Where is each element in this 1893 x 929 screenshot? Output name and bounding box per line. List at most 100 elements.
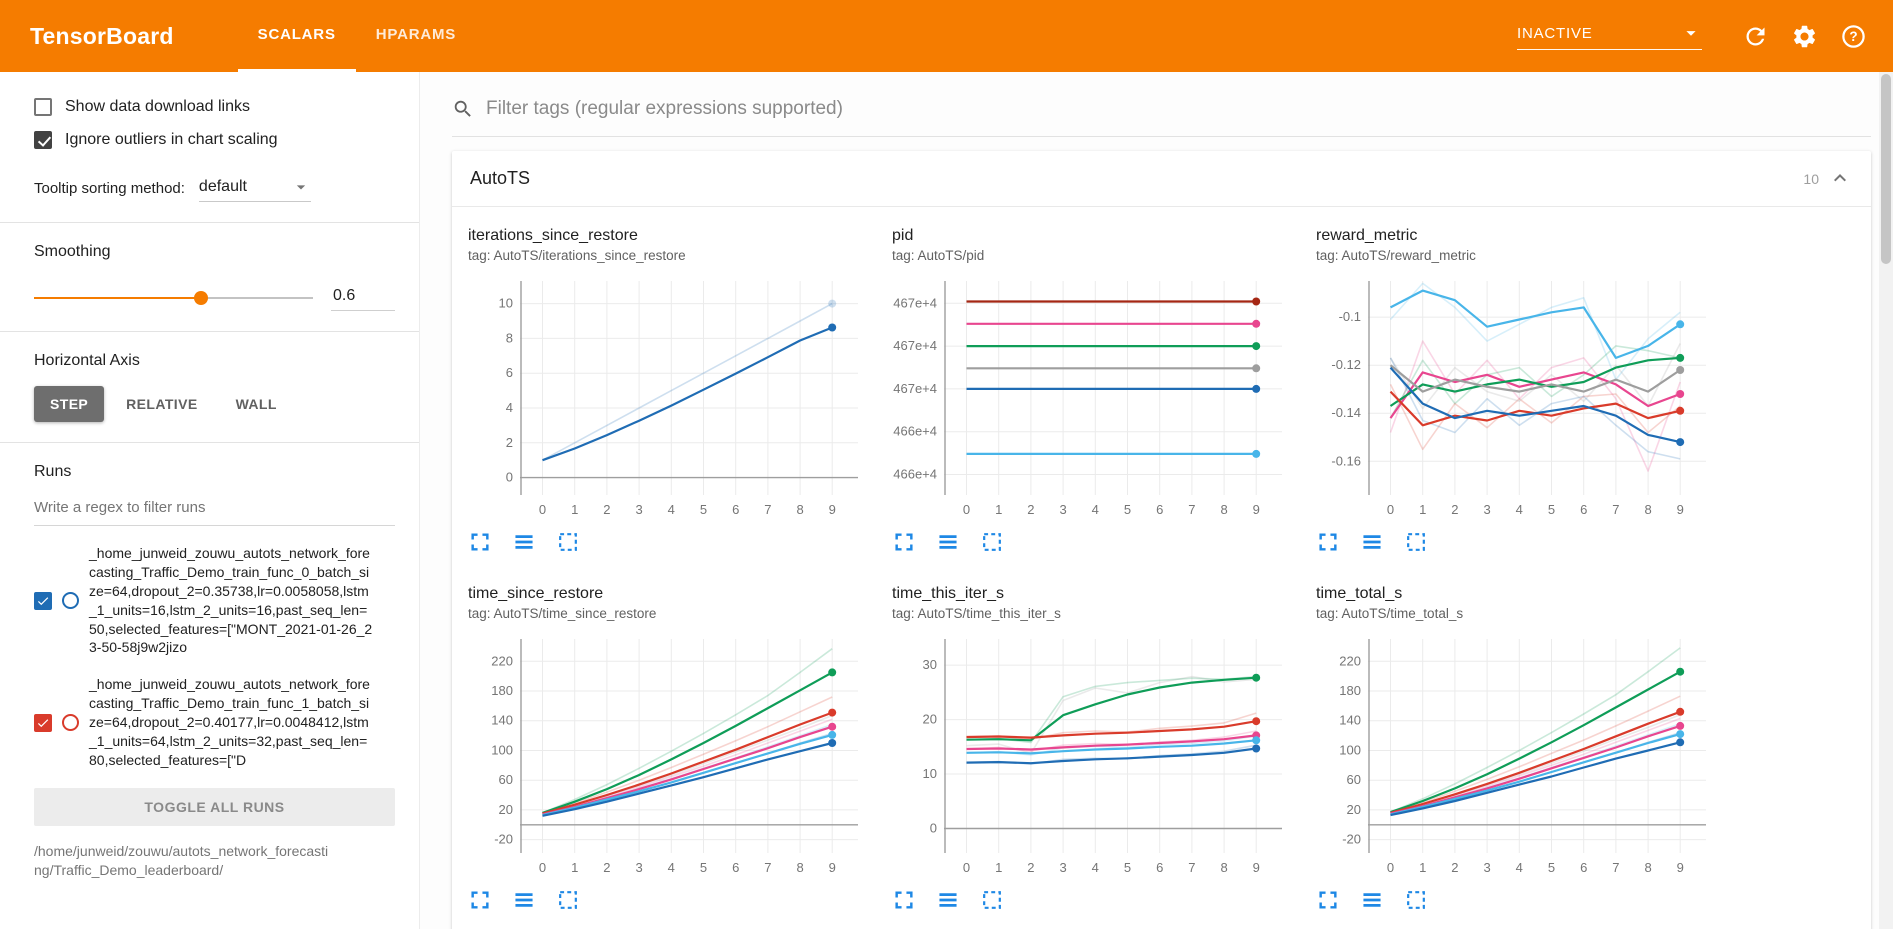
- svg-text:1: 1: [1419, 860, 1426, 875]
- charts-grid: iterations_since_restore tag: AutoTS/ite…: [452, 207, 1871, 929]
- chart-plot[interactable]: 0 1 2 3 4 5 6 7 8 9 -20 20 60 100 140 180 220: [468, 631, 868, 881]
- series-endpoint-dot: [1676, 406, 1685, 415]
- fit-domain-button[interactable]: [556, 531, 580, 555]
- scrollbar-thumb[interactable]: [1881, 74, 1891, 264]
- chart-card-time_since_restore: time_since_restore tag: AutoTS/time_sinc…: [468, 585, 878, 913]
- svg-text:1: 1: [995, 502, 1002, 517]
- collapse-group-button[interactable]: [1827, 166, 1853, 192]
- series-endpoint-dot: [1676, 730, 1685, 739]
- tooltip-sorting-select[interactable]: default: [198, 175, 311, 202]
- show-download-links-checkbox[interactable]: Show data download links: [34, 98, 395, 116]
- series-endpoint-dot: [1252, 717, 1261, 726]
- series-pink-raw: [1389, 340, 1681, 472]
- chart-plot[interactable]: 0 1 2 3 4 5 6 7 8 9 -20 20 60 100 140 180 220: [1316, 631, 1716, 881]
- series-red-raw: [966, 712, 1257, 740]
- chart-actions: [468, 531, 878, 555]
- expand-chart-button[interactable]: [468, 889, 492, 913]
- svg-text:4: 4: [668, 860, 675, 875]
- svg-text:30: 30: [923, 657, 937, 672]
- fullscreen-icon: [1319, 891, 1337, 909]
- svg-text:8: 8: [1220, 860, 1227, 875]
- svg-text:2.466e+4: 2.466e+4: [892, 467, 937, 482]
- svg-text:6: 6: [732, 502, 739, 517]
- expand-chart-button[interactable]: [1316, 889, 1340, 913]
- axis-relative-button[interactable]: RELATIVE: [110, 386, 213, 422]
- svg-text:20: 20: [1347, 802, 1361, 817]
- menu-lines-icon: [1363, 893, 1381, 907]
- smoothing-slider[interactable]: [34, 290, 313, 306]
- tab-hparams[interactable]: HPARAMS: [375, 26, 457, 43]
- expand-chart-button[interactable]: [1316, 531, 1340, 555]
- svg-text:6: 6: [506, 365, 513, 380]
- expand-chart-button[interactable]: [468, 531, 492, 555]
- series-endpoint-dot: [1676, 707, 1685, 716]
- axis-step-button[interactable]: STEP: [34, 386, 105, 422]
- help-button[interactable]: ?: [1840, 23, 1867, 50]
- svg-text:4: 4: [506, 400, 513, 415]
- fit-domain-icon: [559, 891, 577, 909]
- svg-text:4: 4: [1092, 502, 1099, 517]
- svg-text:2: 2: [603, 860, 610, 875]
- svg-text:180: 180: [491, 683, 513, 698]
- refresh-button[interactable]: [1742, 23, 1769, 50]
- svg-text:4: 4: [1092, 860, 1099, 875]
- tag-group-header[interactable]: AutoTS 10: [452, 151, 1871, 207]
- menu-lines-icon: [515, 893, 533, 907]
- ignore-outliers-checkbox[interactable]: Ignore outliers in chart scaling: [34, 131, 395, 149]
- slider-knob[interactable]: [194, 291, 209, 305]
- run-checkbox[interactable]: [34, 591, 52, 610]
- svg-text:6: 6: [1156, 860, 1163, 875]
- series-green: [1390, 670, 1681, 814]
- svg-text:0: 0: [539, 860, 546, 875]
- chart-plot[interactable]: 0 1 2 3 4 5 6 7 8 9 0 10 20 30: [892, 631, 1292, 881]
- series-endpoint-dot: [828, 739, 837, 747]
- data-status-value: INACTIVE: [1517, 24, 1593, 42]
- menu-lines-icon: [1363, 535, 1381, 549]
- runs-filter-input[interactable]: [34, 495, 395, 526]
- vertical-scrollbar[interactable]: [1879, 72, 1893, 929]
- fullscreen-icon: [471, 533, 489, 551]
- tag-filter-input[interactable]: [486, 98, 1871, 120]
- svg-text:5: 5: [1124, 860, 1131, 875]
- expand-chart-button[interactable]: [892, 531, 916, 555]
- svg-text:220: 220: [491, 653, 513, 668]
- expand-chart-button[interactable]: [892, 889, 916, 913]
- chart-card-pid: pid tag: AutoTS/pid 0 1 2 3 4 5 6 7 8 9 2.466e+4 2.…: [892, 227, 1302, 555]
- svg-text:3: 3: [1059, 502, 1066, 517]
- run-radio[interactable]: [62, 592, 79, 610]
- chart-plot[interactable]: 0 1 2 3 4 5 6 7 8 9 -0.16 -0.14 -0.12 -0.1: [1316, 273, 1716, 523]
- run-selector-button[interactable]: [1360, 531, 1384, 555]
- fit-domain-button[interactable]: [980, 531, 1004, 555]
- app-header: TensorBoard SCALARS HPARAMS INACTIVE ?: [0, 0, 1893, 72]
- fit-domain-button[interactable]: [980, 889, 1004, 913]
- chart-tag: tag: AutoTS/time_this_iter_s: [892, 606, 1061, 621]
- run-selector-button[interactable]: [936, 889, 960, 913]
- svg-text:100: 100: [1339, 743, 1361, 758]
- chart-card-time_total_s: time_total_s tag: AutoTS/time_total_s 0 1…: [1316, 585, 1726, 913]
- run-selector-button[interactable]: [936, 531, 960, 555]
- svg-text:20: 20: [499, 802, 513, 817]
- fit-domain-button[interactable]: [1404, 531, 1428, 555]
- tab-scalars[interactable]: SCALARS: [237, 0, 356, 72]
- settings-button[interactable]: [1791, 23, 1818, 50]
- chart-plot[interactable]: 0 1 2 3 4 5 6 7 8 9 0 2 4 6 8 10: [468, 273, 868, 523]
- toggle-all-runs-button[interactable]: TOGGLE ALL RUNS: [34, 787, 395, 826]
- smoothing-value-input[interactable]: 0.6: [331, 285, 395, 311]
- run-selector-button[interactable]: [512, 531, 536, 555]
- run-radio[interactable]: [62, 714, 79, 732]
- chart-plot[interactable]: 0 1 2 3 4 5 6 7 8 9 2.466e+4 2.466e+4 2.467e+4 2.467e…: [892, 273, 1292, 523]
- series-red: [966, 720, 1257, 739]
- svg-text:3: 3: [1483, 502, 1490, 517]
- run-selector-button[interactable]: [512, 889, 536, 913]
- fit-domain-button[interactable]: [1404, 889, 1428, 913]
- axis-wall-button[interactable]: WALL: [220, 386, 293, 422]
- series-green: [542, 671, 833, 814]
- fit-domain-button[interactable]: [556, 889, 580, 913]
- run-selector-button[interactable]: [1360, 889, 1384, 913]
- svg-text:-20: -20: [494, 832, 513, 847]
- data-status-dropdown[interactable]: INACTIVE: [1517, 22, 1702, 50]
- run-checkbox[interactable]: [34, 713, 52, 732]
- smoothing-label: Smoothing: [34, 243, 111, 260]
- svg-text:7: 7: [764, 860, 771, 875]
